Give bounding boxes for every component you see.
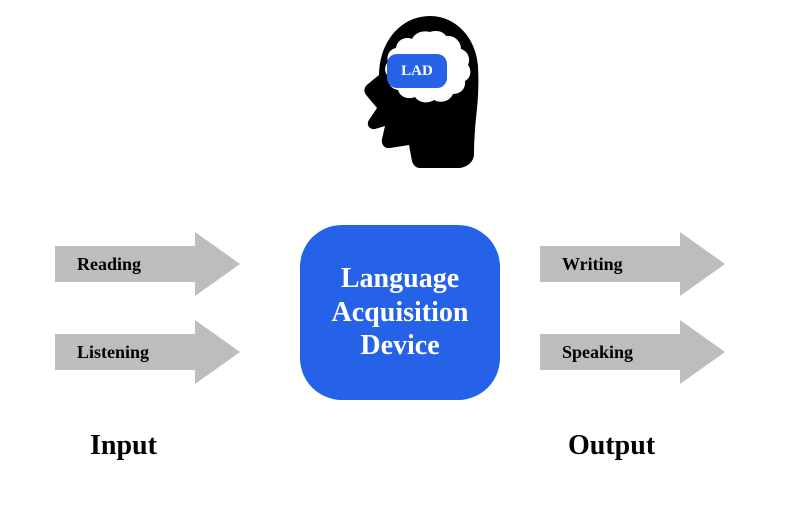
head-brain-icon [330, 8, 490, 188]
input-section-label: Input [90, 430, 157, 462]
arrow-label: Speaking [562, 342, 633, 363]
arrow-label: Listening [77, 342, 149, 363]
output-section-label: Output [568, 430, 655, 462]
center-box: Language Acquisition Device [300, 225, 500, 400]
output-arrow-speaking: Speaking [540, 320, 725, 384]
input-arrow-reading: Reading [55, 232, 240, 296]
lad-badge: LAD [387, 54, 447, 88]
lad-badge-label: LAD [401, 63, 433, 80]
output-arrow-writing: Writing [540, 232, 725, 296]
arrow-label: Writing [562, 254, 623, 275]
center-box-text: Language Acquisition Device [310, 262, 490, 363]
arrow-label: Reading [77, 254, 141, 275]
input-arrow-listening: Listening [55, 320, 240, 384]
